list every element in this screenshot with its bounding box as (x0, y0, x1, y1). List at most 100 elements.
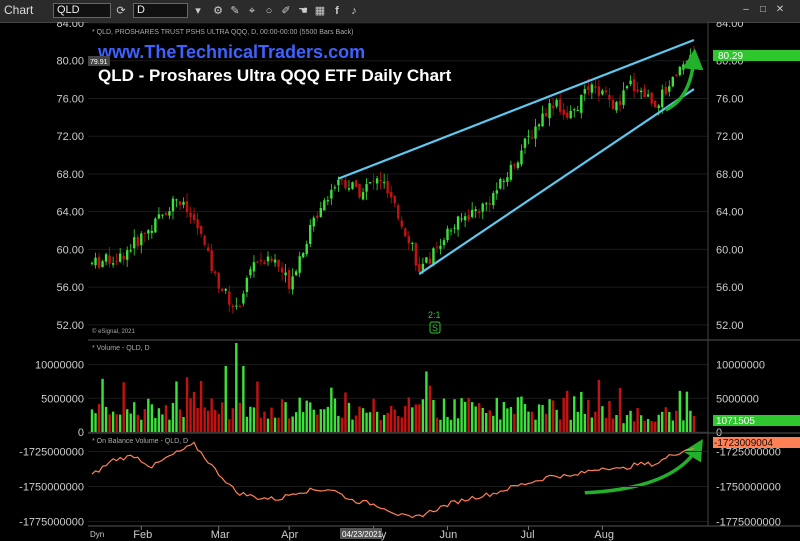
facebook-icon[interactable]: f (335, 5, 339, 17)
candle-body (185, 200, 189, 213)
volume-bar (122, 382, 125, 432)
window-minimize-icon[interactable]: – (743, 4, 749, 15)
candle-body (94, 257, 97, 266)
candle-body (361, 192, 365, 200)
candle-body (555, 99, 558, 107)
left-last-price-box (88, 56, 110, 66)
volume-bar (428, 385, 432, 432)
volume-bar (231, 408, 234, 432)
volume-bar (654, 421, 657, 432)
gear-icon[interactable]: ⚙ (213, 5, 223, 17)
obv-tick-label-left: -1775000000 (19, 517, 84, 529)
candle-body (312, 217, 315, 227)
candle-body (221, 288, 224, 291)
cursor-icon[interactable]: ⌖ (248, 5, 256, 17)
volume-bar (643, 420, 646, 432)
volume-tick-label: 10000000 (716, 360, 765, 372)
candle-body (446, 228, 449, 241)
volume-bar (340, 417, 344, 432)
price-pane-info: * QLD, PROSHARES TRUST PSHS ULTRA QQQ, D… (92, 29, 353, 36)
obv-y-axis: -1725000000 -1725000000 -1750000000 -175000… (19, 447, 781, 529)
refresh-icon[interactable]: ⟳ (116, 5, 126, 17)
candle-body (509, 164, 513, 180)
circle-icon[interactable]: ○ (265, 5, 273, 17)
volume-bar (365, 412, 368, 432)
candle-body (418, 263, 421, 273)
volume-bar (671, 420, 674, 432)
volume-bar (425, 371, 428, 432)
volume-bar (90, 409, 94, 432)
hand-icon[interactable]: ☚ (298, 5, 308, 17)
candle-body (199, 226, 203, 235)
dyn-label[interactable]: Dyn (90, 530, 104, 539)
candle-body (206, 247, 210, 252)
price-tick-label: 84.00 (716, 22, 744, 30)
price-up-arrow (664, 48, 704, 112)
price-tick-label: 76.00 (716, 93, 744, 105)
volume-tick-label: 5000000 (716, 393, 759, 405)
volume-bar (692, 415, 696, 432)
volume-bar (456, 418, 460, 432)
volume-bar (175, 381, 178, 432)
symbol-input[interactable]: QLD (53, 3, 111, 18)
candle-body (435, 246, 439, 248)
volume-bar (171, 402, 175, 432)
candle-body (249, 269, 252, 276)
volume-bar (601, 406, 604, 432)
candle-body (425, 257, 428, 263)
pen-icon[interactable]: ✐ (281, 5, 291, 17)
candle-body (291, 276, 294, 290)
volume-bar (492, 415, 495, 432)
candle-body (432, 248, 435, 266)
candle-body (499, 178, 502, 189)
candle-body (175, 199, 178, 201)
candle-body (90, 262, 94, 264)
volume-bar (435, 417, 439, 432)
volume-bar (449, 419, 453, 432)
interval-input[interactable]: D (133, 3, 188, 18)
volume-bar (569, 419, 572, 432)
volume-bar (608, 400, 611, 432)
candle-body (347, 188, 351, 190)
volume-bar (115, 414, 118, 432)
down-arrow-icon[interactable]: ▾ (195, 5, 201, 17)
twitter-icon[interactable]: ♪ (351, 5, 357, 17)
month-label: Apr (281, 529, 298, 541)
candle-body (622, 90, 625, 105)
volume-bar (657, 414, 660, 432)
earnings-marker-box[interactable] (429, 321, 441, 334)
ratio-label: 2:1 (428, 310, 441, 320)
volume-bar (678, 390, 682, 432)
volume-bar (587, 399, 590, 432)
grid-icon[interactable]: ▦ (314, 5, 326, 17)
candle-body (580, 94, 583, 113)
candle-body (516, 162, 520, 168)
candle-body (615, 102, 618, 111)
volume-bar (527, 411, 530, 432)
volume-bar (534, 419, 537, 432)
volume-bar (576, 411, 579, 432)
volume-bar (393, 409, 396, 432)
candle-body (390, 192, 393, 198)
volume-badge (713, 415, 800, 426)
candle-body (111, 263, 115, 265)
candle-body (316, 215, 319, 218)
window-maximize-icon[interactable]: □ (759, 4, 767, 15)
volume-bar (580, 391, 583, 432)
volume-bar (189, 398, 192, 432)
earnings-marker[interactable]: S (432, 323, 438, 333)
candle-body (573, 109, 576, 111)
draw-icon[interactable]: ✎ (230, 5, 240, 17)
volume-bar (470, 402, 474, 432)
volume-bar (245, 416, 249, 432)
window-close-icon[interactable]: ✕ (775, 4, 785, 15)
candle-body (485, 203, 488, 205)
candle-body (404, 228, 407, 237)
candle-body (330, 189, 333, 199)
candle-body (386, 180, 389, 194)
chart-canvas: 84.0084.0080.0080.0076.0076.0072.0072.00… (19, 22, 800, 541)
candle-body (319, 208, 322, 217)
candle-body (407, 236, 410, 244)
volume-bar (150, 404, 154, 432)
volume-bar (460, 398, 463, 432)
